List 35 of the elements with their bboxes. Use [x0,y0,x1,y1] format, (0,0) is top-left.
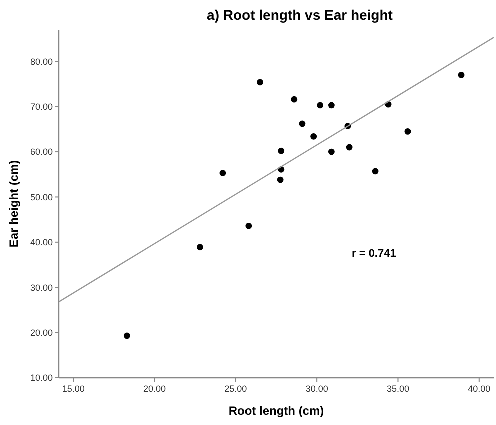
y-tick-label: 50.00 [30,192,53,202]
point [246,222,252,230]
y-axis-title: Ear height (cm) [7,160,21,248]
point [404,128,412,135]
point [197,244,204,251]
y-tick-label: 60.00 [30,147,53,158]
point [328,148,335,156]
point [372,168,379,175]
point [291,96,298,103]
point [299,120,306,128]
point [257,79,264,86]
x-tick-label: 30.00 [306,384,328,394]
point [220,170,226,176]
point [317,102,324,109]
annotation: r = 0.741 [352,248,396,260]
y-tick-label: 10.00 [30,373,53,384]
point [328,102,335,109]
x-axis-title: Root length (cm) [228,404,324,418]
y-tick-label: 40.00 [30,238,53,248]
point [124,332,130,340]
point [458,72,465,78]
y-tick-label: 20.00 [30,328,53,338]
x-tick-label: 40.00 [468,384,491,394]
x-tick-label: 35.00 [386,384,410,394]
x-tick-label: 15.00 [62,384,85,394]
x-tick-label: 20.00 [144,384,166,394]
point [278,148,285,154]
x-tick-label: 25.00 [224,384,248,394]
chart-title: a) Root length vs Ear height [207,7,394,23]
y-tick-label: 80.00 [30,56,53,67]
y-tick-label: 70.00 [30,102,53,112]
point [346,144,353,151]
point [310,133,318,140]
point [277,176,284,184]
y-tick-label: 30.00 [30,282,53,293]
